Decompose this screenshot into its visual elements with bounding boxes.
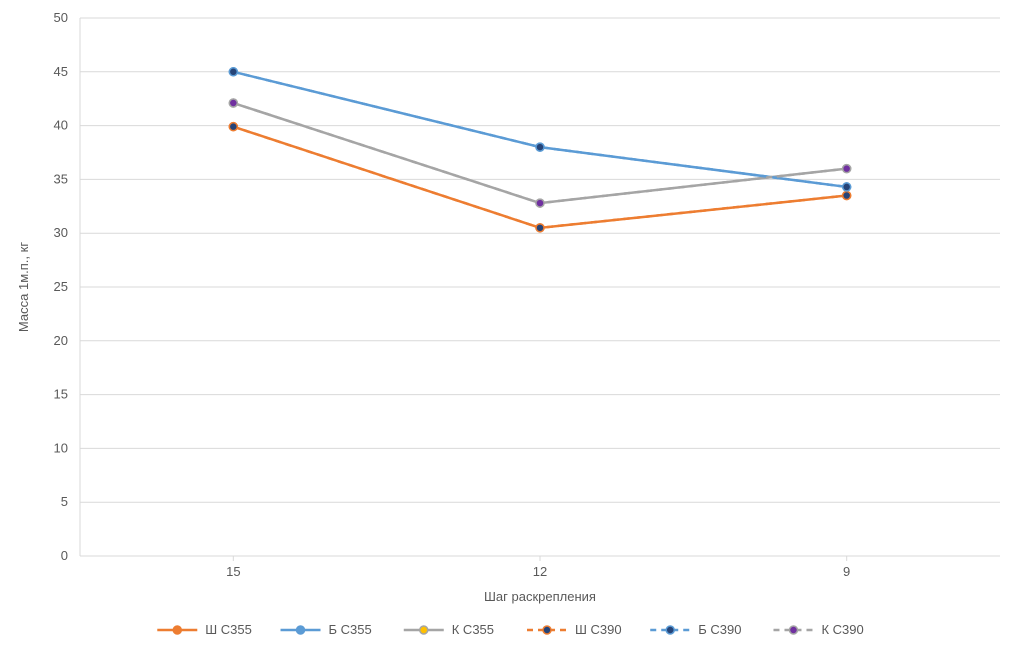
legend-label: Б С390 — [698, 622, 741, 637]
y-tick-label: 20 — [54, 333, 68, 348]
series-marker — [536, 143, 544, 151]
y-tick-label: 0 — [61, 548, 68, 563]
x-tick-label: 9 — [843, 564, 850, 579]
series-marker — [843, 165, 851, 173]
y-tick-label: 35 — [54, 171, 68, 186]
y-tick-label: 25 — [54, 279, 68, 294]
series-marker — [843, 183, 851, 191]
legend-label: Ш С390 — [575, 622, 622, 637]
legend-label: К С390 — [821, 622, 863, 637]
y-axis-title: Масса 1м.п., кг — [16, 242, 31, 332]
legend-swatch-marker — [789, 626, 797, 634]
y-tick-label: 50 — [54, 10, 68, 25]
legend-label: К С355 — [452, 622, 494, 637]
series-marker — [229, 99, 237, 107]
legend-label: Ш С355 — [205, 622, 252, 637]
y-tick-label: 5 — [61, 494, 68, 509]
series-marker — [229, 68, 237, 76]
legend-swatch-marker — [420, 626, 428, 634]
legend-swatch-marker — [543, 626, 551, 634]
series-marker — [229, 123, 237, 131]
legend-swatch-marker — [173, 626, 181, 634]
series-marker — [536, 199, 544, 207]
legend-label: Б С355 — [329, 622, 372, 637]
series-marker — [536, 224, 544, 232]
y-tick-label: 15 — [54, 387, 68, 402]
x-tick-label: 12 — [533, 564, 547, 579]
y-tick-label: 10 — [54, 440, 68, 455]
legend-swatch-marker — [666, 626, 674, 634]
chart-background — [0, 0, 1024, 664]
x-axis-title: Шаг раскрепления — [484, 589, 596, 604]
line-chart: 0 5 10 15 20 25 30 35 40 45 50 15 12 9 Масса 1м.п., кг… — [0, 0, 1024, 664]
x-tick-label: 15 — [226, 564, 240, 579]
y-tick-label: 30 — [54, 225, 68, 240]
chart-svg: 0 5 10 15 20 25 30 35 40 45 50 15 12 9 Масса 1м.п., кг… — [0, 0, 1024, 664]
series-marker — [843, 192, 851, 200]
legend-swatch-marker — [297, 626, 305, 634]
y-tick-label: 45 — [54, 64, 68, 79]
y-tick-label: 40 — [54, 118, 68, 133]
